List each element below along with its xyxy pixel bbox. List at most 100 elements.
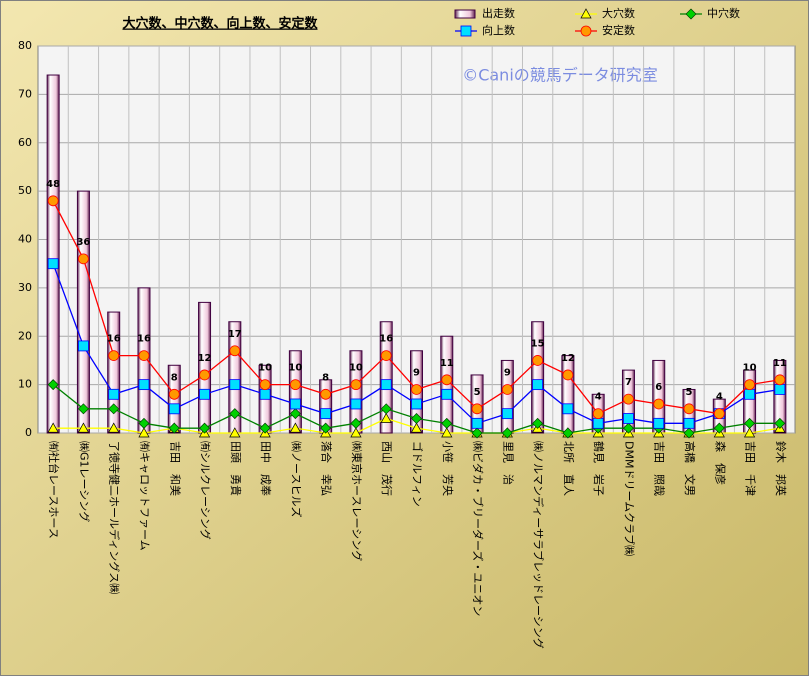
y-tick-label: 10: [18, 378, 32, 391]
data-label: 16: [137, 334, 151, 345]
marker: [441, 388, 453, 400]
x-tick-label: 小笹 芳央: [441, 441, 455, 496]
data-label: 5: [474, 387, 481, 398]
marker: [350, 417, 362, 429]
marker: [411, 412, 422, 424]
x-tick-label: 西山 茂行: [380, 441, 394, 496]
data-label: 16: [107, 334, 121, 345]
marker: [774, 417, 786, 429]
x-tick-label: 鶴見 岩子: [592, 441, 606, 496]
marker: [744, 379, 755, 391]
marker: [259, 388, 271, 400]
marker: [622, 422, 634, 434]
data-label: 11: [440, 358, 454, 369]
x-tick-label: ㈱G1レーシング: [77, 441, 91, 522]
marker: [774, 384, 786, 395]
marker: [259, 422, 271, 434]
data-label: 36: [76, 237, 90, 248]
marker: [199, 422, 211, 434]
marker: [78, 253, 89, 265]
marker: [289, 422, 301, 433]
y-tick-label: 40: [18, 233, 32, 246]
y-tick-label: 70: [18, 87, 32, 100]
marker: [320, 422, 332, 434]
marker: [501, 408, 513, 420]
data-label: 10: [349, 363, 363, 374]
marker: [685, 8, 697, 20]
marker: [229, 345, 241, 357]
x-tick-label: 吉田 和美: [168, 441, 181, 496]
marker: [653, 398, 665, 410]
bar: [531, 321, 545, 434]
marker: [320, 388, 332, 400]
legend-swatch: [454, 9, 476, 19]
data-label: 10: [288, 363, 302, 374]
marker: [580, 25, 592, 37]
marker: [683, 417, 695, 429]
marker: [460, 25, 472, 37]
y-tick-label: 0: [25, 426, 32, 439]
marker: [744, 417, 756, 429]
marker: [320, 408, 332, 420]
marker: [623, 413, 634, 424]
marker: [380, 379, 392, 391]
marker: [108, 388, 120, 400]
marker: [289, 379, 301, 391]
data-label: 4: [716, 392, 723, 403]
marker: [138, 417, 150, 429]
y-tick-label: 20: [18, 329, 32, 342]
marker: [683, 427, 695, 439]
bar: [379, 321, 393, 434]
x-tick-label: 鈴木 邦英: [774, 441, 788, 496]
marker: [713, 422, 725, 434]
x-tick-label: 北所 直人: [562, 441, 576, 496]
marker: [441, 374, 453, 386]
marker: [350, 427, 362, 438]
marker: [47, 422, 59, 433]
legend-label: 中穴数: [707, 6, 740, 20]
data-label: 10: [743, 363, 757, 374]
marker: [580, 8, 592, 19]
data-label: 12: [561, 353, 575, 364]
marker: [77, 422, 90, 433]
marker: [713, 408, 725, 420]
marker: [562, 369, 574, 381]
data-label: 16: [379, 334, 393, 345]
data-label: 48: [46, 179, 60, 190]
legend-label: 安定数: [602, 23, 635, 37]
marker: [380, 403, 392, 415]
marker: [289, 408, 301, 420]
y-tick-label: 50: [18, 184, 32, 197]
marker: [168, 403, 180, 415]
data-label: 9: [504, 367, 511, 378]
x-tick-label: ㈱ノースヒルズ: [289, 441, 303, 517]
marker: [199, 388, 210, 400]
marker: [501, 427, 513, 439]
marker: [229, 427, 241, 438]
marker: [683, 403, 695, 415]
marker: [653, 417, 665, 429]
marker: [562, 427, 574, 439]
marker: [138, 427, 150, 438]
marker: [168, 422, 180, 434]
marker: [138, 350, 150, 362]
x-tick-label: 吉田 千津: [744, 441, 757, 496]
y-tick-label: 30: [18, 281, 32, 294]
marker: [532, 355, 544, 366]
data-label: 12: [198, 353, 212, 364]
x-tick-label: 吉田 照哉: [653, 441, 667, 496]
data-label: 5: [686, 387, 693, 398]
marker: [229, 408, 241, 420]
x-tick-label: ㈲キャロットファーム: [138, 441, 151, 551]
marker: [592, 417, 604, 429]
marker: [78, 340, 89, 352]
x-tick-label: ㈱ノルマンディーサラブレッドレーシング: [532, 441, 546, 649]
marker: [47, 258, 59, 270]
watermark: ©Caniの競馬データ研究室: [462, 66, 658, 85]
data-label: 10: [258, 363, 272, 374]
bar: [107, 311, 121, 434]
marker: [47, 379, 59, 391]
bar: [46, 74, 60, 434]
x-tick-label: ㈱ビダカ・ブリーダーズ・ユニオン: [471, 441, 485, 616]
